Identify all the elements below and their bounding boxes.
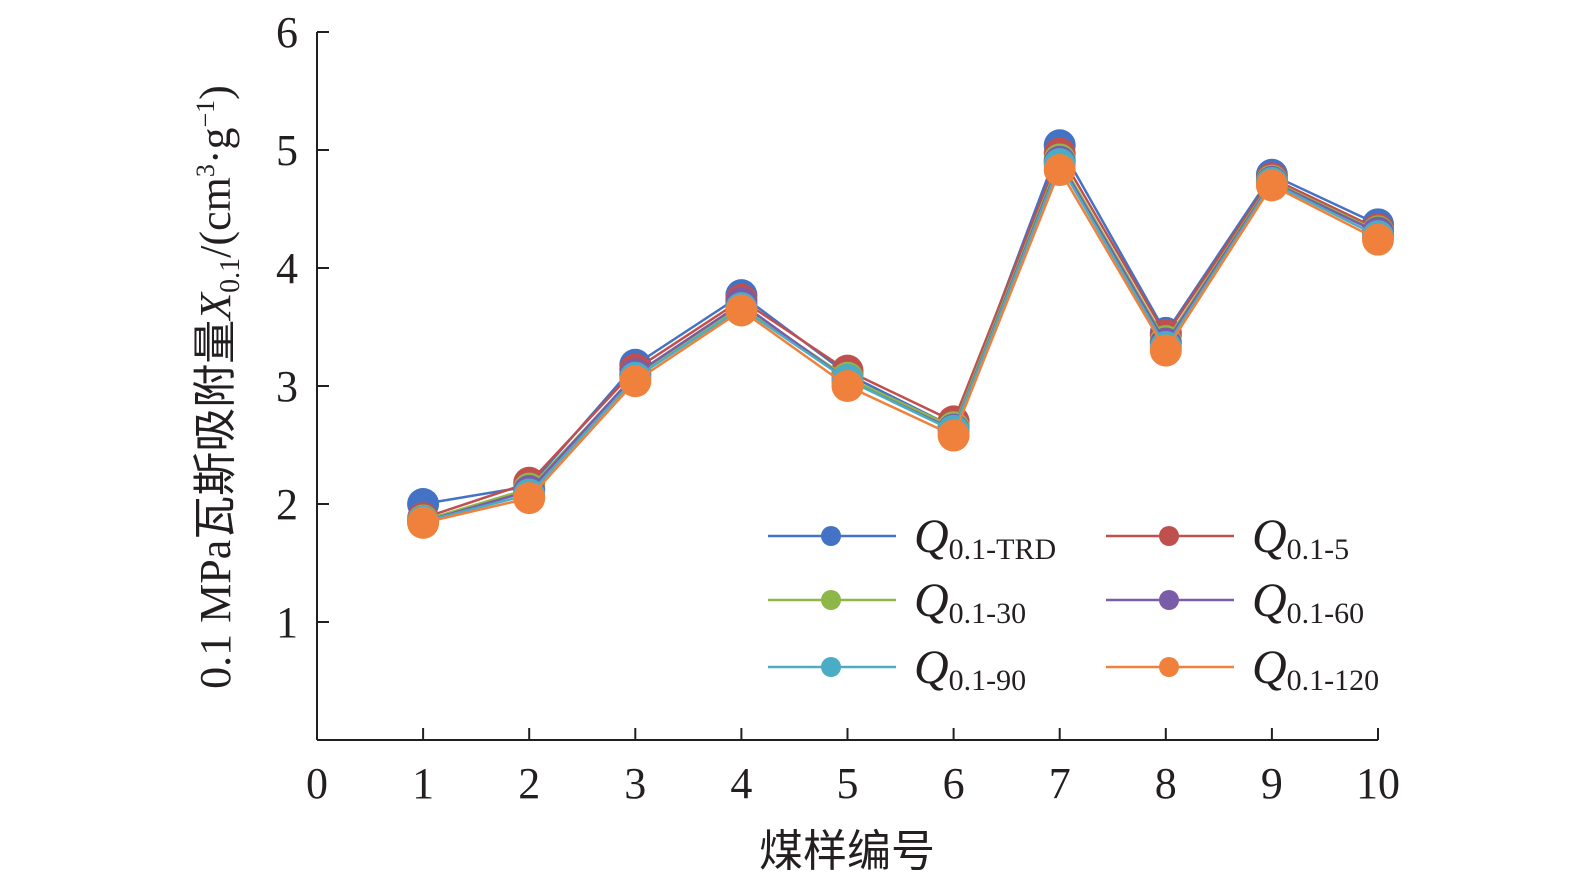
x-tick-label: 1 <box>412 759 434 808</box>
data-point <box>619 365 652 398</box>
y-axis-label-supneg: −1 <box>191 100 220 128</box>
x-axis-label: 煤样编号 <box>759 827 935 876</box>
series-line <box>422 161 1379 523</box>
y-tick-label: 5 <box>276 126 298 175</box>
legend-marker <box>821 657 841 677</box>
legend-marker <box>1159 590 1179 610</box>
legend-entry: Q0.1-60 <box>1106 574 1364 630</box>
data-point <box>725 294 758 327</box>
y-axis-label-sub: 0.1 <box>215 258 246 293</box>
y-axis-label: 0.1 MPa瓦斯吸附量X0.1/(cm3·g−1) <box>191 85 246 689</box>
y-axis-label-unit-c: ) <box>191 85 240 100</box>
legend-entry: Q0.1-5 <box>1106 510 1349 566</box>
legend-label-symbol: Q <box>1252 574 1287 627</box>
series-line <box>422 167 1379 525</box>
y-axis-label-var: X <box>191 291 240 322</box>
x-tick-label: 5 <box>837 759 859 808</box>
legend-label: Q0.1-90 <box>914 641 1026 697</box>
data-point <box>407 506 440 539</box>
legend-label: Q0.1-60 <box>1252 574 1364 630</box>
y-axis-label-unit-a: /(cm <box>191 177 240 258</box>
series-line <box>422 158 1379 523</box>
legend-label-symbol: Q <box>914 641 949 694</box>
legend-label: Q0.1-30 <box>914 574 1026 630</box>
data-point <box>1043 154 1076 187</box>
legend-marker <box>1159 657 1179 677</box>
axes: 0 1 2 3 4 5 6 7 8 9 10 1 2 3 4 5 6 <box>276 8 1400 808</box>
legend-label-subscript: 0.1-TRD <box>949 533 1057 566</box>
series-line <box>422 150 1379 520</box>
series-0.1-30 <box>407 143 1394 537</box>
legend-entry: Q0.1-120 <box>1106 641 1379 697</box>
legend-label-subscript: 0.1-30 <box>949 597 1027 630</box>
series-line <box>422 156 1379 522</box>
data-point <box>513 482 546 515</box>
data-point <box>831 370 864 402</box>
series-0.1-90 <box>407 148 1394 538</box>
legend-label-subscript: 0.1-120 <box>1287 664 1380 697</box>
series-0.1-60 <box>407 145 1394 538</box>
x-tick-label: 4 <box>730 759 752 808</box>
data-point <box>1255 169 1288 202</box>
legend-label: Q0.1-TRD <box>914 510 1056 566</box>
legend-label-subscript: 0.1-90 <box>949 664 1027 697</box>
legend-label-symbol: Q <box>1252 510 1287 563</box>
x-tick-label: 6 <box>943 759 965 808</box>
legend-marker <box>821 590 841 610</box>
y-tick-label: 2 <box>276 480 298 529</box>
legend-entry: Q0.1-TRD <box>768 510 1056 566</box>
legend-label-symbol: Q <box>914 510 949 563</box>
legend-marker <box>821 526 841 546</box>
y-tick-label: 1 <box>276 598 298 647</box>
x-tick-label: 10 <box>1356 759 1400 808</box>
y-axis-label-unit-b: ·g <box>191 128 240 165</box>
x-tick-label: 2 <box>518 759 540 808</box>
legend-marker <box>1159 526 1179 546</box>
legend-label: Q0.1-120 <box>1252 641 1379 697</box>
series-0.1-120 <box>407 154 1394 539</box>
y-tick-label: 6 <box>276 8 298 57</box>
series-0.1-5 <box>407 137 1394 535</box>
legend-entry: Q0.1-90 <box>768 641 1026 697</box>
data-point <box>1362 223 1394 256</box>
y-axis-label-main: 0.1 MPa瓦斯吸附量 <box>191 320 240 689</box>
legend-label-subscript: 0.1-5 <box>1287 533 1350 566</box>
x-tick-label: 3 <box>624 759 646 808</box>
y-tick-label: 3 <box>276 362 298 411</box>
y-axis-label-sup3: 3 <box>191 164 220 177</box>
x-tick-label: 8 <box>1155 759 1177 808</box>
legend-label-symbol: Q <box>914 574 949 627</box>
x-tick-label: 9 <box>1261 759 1283 808</box>
legend-label: Q0.1-5 <box>1252 510 1349 566</box>
x-tick-label: 0 <box>306 759 328 808</box>
y-tick-label: 4 <box>276 244 298 293</box>
x-tick-label: 7 <box>1049 759 1071 808</box>
data-point <box>1149 334 1182 367</box>
legend-label-symbol: Q <box>1252 641 1287 694</box>
legend-label-subscript: 0.1-60 <box>1287 597 1365 630</box>
data-point <box>937 419 970 452</box>
legend-entry: Q0.1-30 <box>768 574 1026 630</box>
series-layer <box>407 129 1394 539</box>
